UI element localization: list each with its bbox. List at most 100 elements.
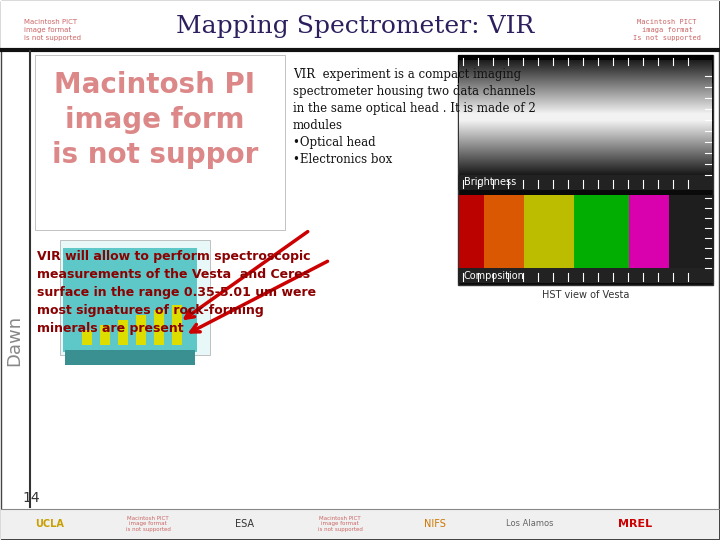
- Bar: [459, 105, 712, 106]
- Bar: [1, 1, 719, 50]
- Bar: [459, 108, 712, 109]
- Bar: [459, 161, 712, 162]
- Bar: [459, 111, 712, 112]
- Bar: [459, 162, 712, 163]
- Bar: [459, 164, 712, 165]
- Text: Macintosh PICT
image format
is not supported: Macintosh PICT image format is not suppo…: [24, 19, 81, 41]
- Bar: [459, 88, 712, 89]
- Bar: [459, 104, 712, 105]
- Bar: [459, 110, 712, 111]
- Bar: [459, 62, 712, 63]
- Bar: [459, 98, 712, 99]
- Bar: [459, 138, 712, 139]
- Text: Brightness: Brightness: [464, 177, 516, 187]
- Bar: [459, 81, 712, 82]
- Bar: [459, 149, 712, 150]
- Bar: [459, 76, 712, 77]
- Bar: [459, 100, 712, 101]
- Text: HST view of Vesta: HST view of Vesta: [542, 290, 629, 300]
- Bar: [459, 67, 712, 68]
- Text: Dawn: Dawn: [5, 314, 23, 366]
- Bar: [459, 117, 712, 118]
- Bar: [459, 90, 712, 91]
- Bar: [459, 97, 712, 98]
- Bar: [459, 155, 712, 156]
- Bar: [459, 106, 712, 107]
- Bar: [459, 89, 712, 90]
- Bar: [459, 118, 712, 119]
- Text: ESA: ESA: [235, 519, 254, 529]
- Bar: [459, 142, 712, 143]
- Bar: [459, 151, 712, 152]
- Bar: [459, 163, 712, 164]
- Bar: [459, 150, 712, 151]
- Bar: [459, 86, 712, 87]
- Bar: [459, 101, 712, 102]
- Bar: [459, 77, 712, 78]
- Bar: [459, 121, 712, 122]
- FancyBboxPatch shape: [63, 248, 197, 352]
- Bar: [459, 83, 712, 84]
- Bar: [459, 96, 712, 97]
- Bar: [459, 69, 712, 70]
- Bar: [459, 65, 712, 66]
- Bar: [459, 126, 712, 127]
- Bar: [459, 166, 712, 167]
- Bar: [459, 116, 712, 117]
- Bar: [459, 72, 712, 73]
- Bar: [459, 125, 712, 126]
- Bar: [459, 87, 712, 88]
- Bar: [459, 114, 712, 115]
- Bar: [459, 158, 712, 159]
- Bar: [459, 64, 712, 65]
- Bar: [1, 509, 719, 539]
- Bar: [459, 119, 712, 120]
- Bar: [459, 172, 712, 173]
- Bar: [459, 140, 712, 141]
- Bar: [459, 139, 712, 140]
- Text: Macintosh PICT
image format
is not supported: Macintosh PICT image format is not suppo…: [318, 516, 362, 532]
- Text: 14: 14: [22, 491, 40, 505]
- Bar: [459, 169, 712, 170]
- Text: surface in the range 0.35-5.01 um were: surface in the range 0.35-5.01 um were: [37, 286, 316, 299]
- Text: modules: modules: [293, 119, 343, 132]
- Text: Composition: Composition: [464, 271, 525, 281]
- Text: MREL: MREL: [618, 519, 652, 529]
- Bar: [459, 156, 712, 157]
- Bar: [459, 153, 712, 154]
- Bar: [459, 102, 712, 103]
- Text: UCLA: UCLA: [35, 519, 64, 529]
- Polygon shape: [65, 350, 195, 365]
- Bar: [459, 93, 712, 94]
- Bar: [459, 130, 712, 131]
- Bar: [459, 136, 712, 137]
- Bar: [459, 73, 712, 74]
- Bar: [459, 167, 712, 168]
- Bar: [459, 71, 712, 72]
- Bar: [118, 320, 128, 345]
- Bar: [459, 122, 712, 123]
- Bar: [100, 325, 110, 345]
- Text: Macintosh PICT
image format
is not supported: Macintosh PICT image format is not suppo…: [125, 516, 171, 532]
- Bar: [35, 55, 285, 230]
- Bar: [459, 91, 712, 92]
- Bar: [669, 195, 714, 268]
- Bar: [629, 195, 669, 268]
- Bar: [459, 124, 712, 125]
- Bar: [459, 63, 712, 64]
- Bar: [459, 159, 712, 160]
- Bar: [459, 170, 712, 171]
- Text: measurements of the Vesta  and Ceres: measurements of the Vesta and Ceres: [37, 268, 310, 281]
- Bar: [459, 137, 712, 138]
- Bar: [459, 135, 712, 136]
- Text: Los Alamos: Los Alamos: [506, 519, 554, 529]
- Bar: [574, 195, 629, 268]
- Bar: [459, 66, 712, 67]
- Bar: [459, 60, 712, 61]
- Bar: [459, 103, 712, 104]
- Bar: [484, 195, 524, 268]
- Bar: [459, 174, 712, 175]
- Bar: [458, 55, 713, 285]
- Text: minerals are present: minerals are present: [37, 322, 184, 335]
- Bar: [459, 112, 712, 113]
